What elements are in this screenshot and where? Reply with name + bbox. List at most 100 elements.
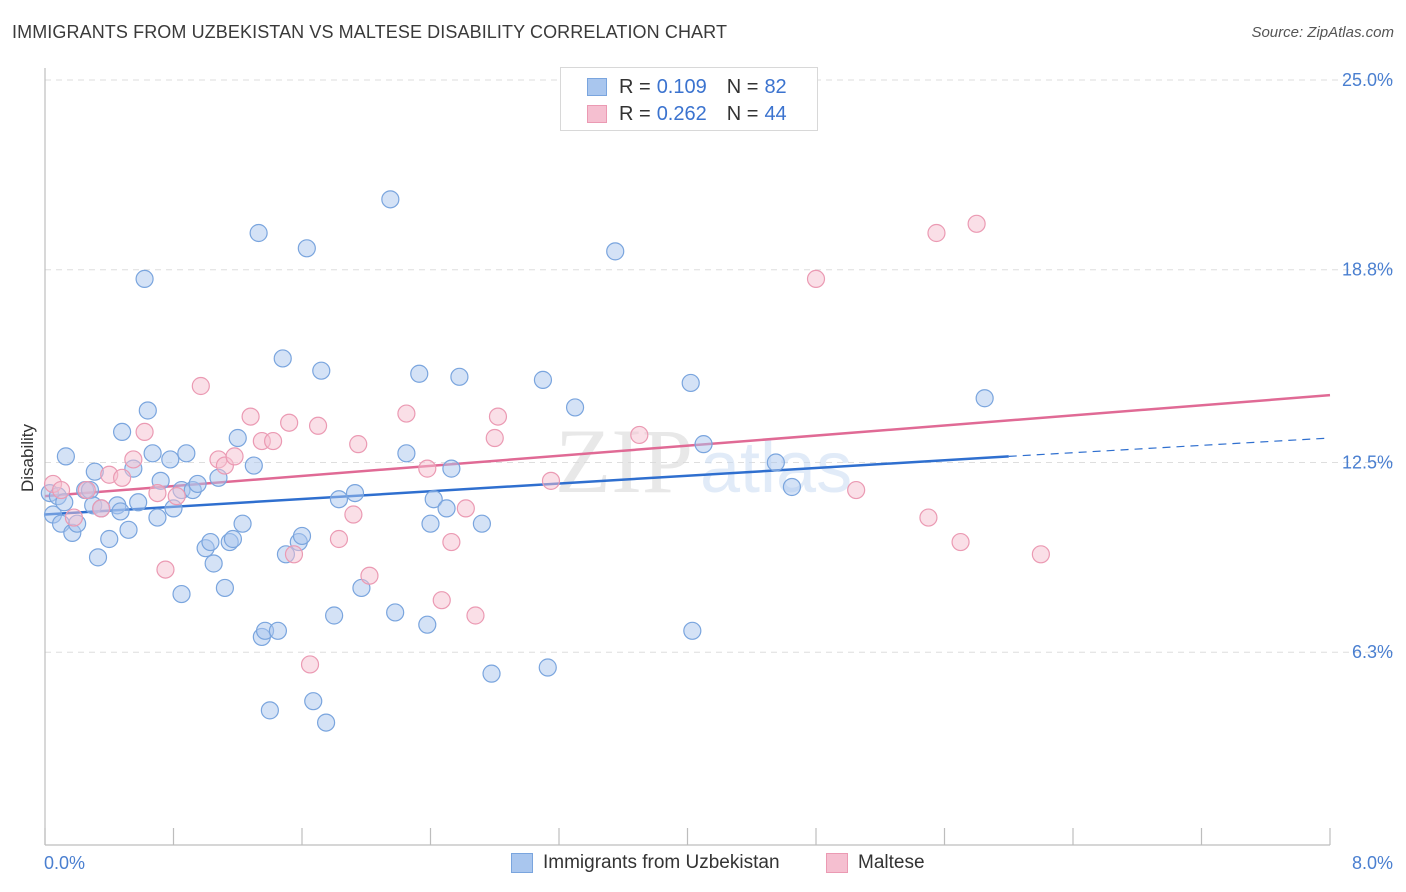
gridlines bbox=[45, 79, 1395, 653]
maltese-point bbox=[156, 560, 175, 579]
uzbekistan-point bbox=[268, 621, 288, 640]
bottom-legend-maltese: Maltese bbox=[826, 852, 925, 874]
maltese-point bbox=[135, 422, 154, 441]
maltese-point bbox=[148, 484, 167, 503]
maltese-point bbox=[806, 269, 826, 288]
series-uzbekistan-points bbox=[40, 190, 994, 732]
legend-r-value: 0.109 bbox=[656, 75, 707, 98]
uzbekistan-point bbox=[172, 584, 191, 604]
maltese-point bbox=[847, 480, 866, 500]
uzbekistan-point bbox=[316, 713, 336, 732]
uzbekistan-point bbox=[681, 373, 700, 393]
uzbekistan-point bbox=[565, 398, 585, 417]
uzbekistan-point bbox=[421, 514, 440, 533]
x-tick-label: 0.0% bbox=[44, 853, 85, 873]
bottom-legend-swatch-blue bbox=[511, 853, 533, 873]
uzbekistan-point bbox=[304, 692, 323, 711]
uzbekistan-point bbox=[397, 444, 416, 463]
chart-source: Source: ZipAtlas.com bbox=[1251, 24, 1394, 41]
uzbekistan-point bbox=[437, 499, 456, 518]
uzbekistan-point bbox=[418, 615, 437, 634]
uzbekistan-point bbox=[129, 493, 148, 512]
maltese-point bbox=[456, 499, 475, 518]
uzbekistan-point bbox=[312, 361, 331, 380]
maltese-trend-line bbox=[44, 393, 1331, 498]
legend-row-maltese: R = 0.262 N = 44 bbox=[587, 102, 787, 126]
bottom-legend-label: Immigrants from Uzbekistan bbox=[543, 852, 780, 873]
uzbekistan-point bbox=[472, 514, 491, 533]
legend-n-value: 82 bbox=[764, 75, 787, 98]
legend-swatch-pink bbox=[587, 105, 607, 123]
maltese-point bbox=[485, 428, 504, 448]
uzbekistan-point bbox=[538, 658, 557, 677]
legend-n-label: N = bbox=[726, 75, 759, 98]
maltese-point bbox=[284, 545, 304, 564]
uzbekistan-point bbox=[138, 401, 157, 420]
uzbekistan-point bbox=[228, 428, 247, 448]
uzbekistan-point bbox=[56, 447, 75, 466]
maltese-point bbox=[308, 416, 328, 435]
uzbekistan-point bbox=[88, 548, 108, 567]
maltese-point bbox=[397, 404, 416, 423]
y-tick-labels: 6.3% 12.5% 18.8% 25.0% bbox=[1342, 70, 1393, 662]
y-tick-label: 12.5% bbox=[1342, 453, 1393, 473]
uzbekistan-point bbox=[782, 477, 802, 497]
uzbekistan-point bbox=[386, 603, 405, 622]
maltese-point bbox=[92, 499, 111, 518]
chart-title: IMMIGRANTS FROM UZBEKISTAN VS MALTESE DI… bbox=[12, 22, 728, 42]
maltese-point bbox=[919, 508, 938, 527]
uzbekistan-point bbox=[273, 349, 292, 368]
x-tick-label: 8.0% bbox=[1352, 853, 1393, 873]
uzbekistan-point bbox=[223, 529, 243, 549]
uzbekistan-point bbox=[450, 367, 469, 386]
maltese-point bbox=[360, 566, 379, 585]
maltese-point bbox=[418, 459, 437, 478]
watermark-zip: ZIP bbox=[555, 410, 693, 512]
bottom-legend-uzbekistan: Immigrants from Uzbekistan bbox=[511, 852, 780, 874]
maltese-point bbox=[280, 413, 299, 432]
maltese-point bbox=[167, 487, 186, 506]
legend: R = 0.109 N = 82 R = 0.262 N = 44 bbox=[560, 67, 818, 131]
legend-n-value: 44 bbox=[764, 102, 787, 125]
maltese-point bbox=[124, 450, 143, 469]
legend-n-label: N = bbox=[726, 102, 759, 125]
uzbekistan-trend-extension bbox=[1008, 437, 1331, 457]
uzbekistan-point bbox=[111, 502, 130, 521]
maltese-point bbox=[51, 480, 71, 500]
legend-r-label: R = bbox=[619, 75, 651, 98]
uzbekistan-point bbox=[201, 532, 220, 552]
uzbekistan-point bbox=[204, 554, 223, 573]
maltese-point bbox=[432, 591, 451, 610]
legend-swatch-blue bbox=[587, 78, 607, 96]
uzbekistan-point bbox=[244, 456, 263, 475]
uzbekistan-point bbox=[188, 474, 207, 494]
uzbekistan-point bbox=[766, 453, 785, 472]
uzbekistan-point bbox=[143, 444, 162, 463]
legend-r-value: 0.262 bbox=[656, 102, 707, 125]
uzbekistan-point bbox=[260, 701, 279, 720]
maltese-point bbox=[488, 407, 508, 426]
uzbekistan-point bbox=[215, 578, 234, 598]
maltese-point bbox=[112, 468, 132, 487]
uzbekistan-point bbox=[177, 444, 196, 463]
uzbekistan-point bbox=[533, 370, 553, 389]
uzbekistan-point bbox=[381, 190, 400, 209]
maltese-point bbox=[329, 529, 349, 549]
uzbekistan-point bbox=[297, 239, 316, 258]
uzbekistan-point bbox=[135, 269, 154, 288]
uzbekistan-point bbox=[148, 508, 167, 527]
uzbekistan-point bbox=[112, 422, 132, 441]
maltese-point bbox=[1031, 545, 1050, 564]
uzbekistan-point bbox=[161, 450, 180, 469]
y-tick-label: 6.3% bbox=[1352, 642, 1393, 662]
y-tick-label: 18.8% bbox=[1342, 260, 1393, 280]
uzbekistan-point bbox=[606, 242, 625, 261]
bottom-legend-swatch-pink bbox=[826, 853, 848, 873]
uzbekistan-trend-line bbox=[44, 455, 1009, 516]
uzbekistan-point bbox=[424, 490, 443, 509]
maltese-point bbox=[241, 407, 260, 426]
maltese-point bbox=[951, 532, 970, 552]
x-tick-labels: 0.0% 8.0% bbox=[44, 853, 1393, 873]
maltese-point bbox=[442, 532, 461, 552]
